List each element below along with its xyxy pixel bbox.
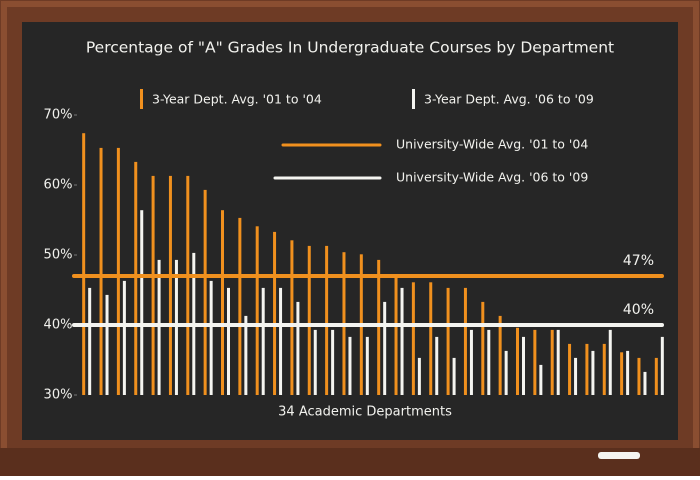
bar <box>203 189 207 395</box>
bar <box>539 364 543 395</box>
bar <box>186 175 190 395</box>
bar <box>487 329 491 395</box>
bar <box>134 161 138 395</box>
bar <box>429 282 433 395</box>
bar <box>585 343 589 395</box>
bar <box>643 371 647 395</box>
bar <box>174 259 178 395</box>
bar <box>82 133 86 395</box>
reference-label: 40% <box>623 302 654 318</box>
chart-title: Percentage of "A" Grades In Undergraduat… <box>86 39 614 57</box>
chalk <box>598 452 640 459</box>
y-tick-label: 30% <box>44 388 73 403</box>
bar <box>279 287 283 395</box>
bar <box>417 357 421 395</box>
bar <box>504 350 508 395</box>
legend-label: University-Wide Avg. '01 to '04 <box>396 137 588 152</box>
y-tick-label: 60% <box>44 178 73 193</box>
bar <box>620 352 624 395</box>
bar <box>463 287 467 395</box>
bar <box>168 175 172 395</box>
bar <box>348 336 352 395</box>
bar <box>481 301 485 395</box>
bar <box>261 287 265 395</box>
bar <box>307 245 311 395</box>
bar <box>151 175 155 395</box>
bar <box>533 329 537 395</box>
bar <box>498 315 502 395</box>
bar <box>209 280 213 395</box>
bar <box>654 357 658 395</box>
bar <box>227 287 230 395</box>
ledge <box>0 448 700 476</box>
bar <box>660 336 664 395</box>
bar <box>608 329 612 395</box>
bar <box>626 350 630 395</box>
x-axis-label: 34 Academic Departments <box>278 405 452 420</box>
bar <box>313 329 317 395</box>
y-tick-label: 40% <box>44 318 73 333</box>
bar <box>221 210 224 395</box>
reference-label: 47% <box>623 253 654 269</box>
bar <box>273 231 277 395</box>
bar <box>140 210 144 395</box>
bar <box>377 259 381 395</box>
bar <box>550 329 554 395</box>
legend-label: 3-Year Dept. Avg. '01 to '04 <box>152 92 322 107</box>
bar <box>244 315 248 395</box>
bar <box>122 280 126 395</box>
legend-label: University-Wide Avg. '06 to '09 <box>396 170 588 185</box>
bar <box>469 329 473 395</box>
bar <box>290 240 294 395</box>
bar <box>99 147 103 395</box>
bar <box>516 327 519 395</box>
y-tick-label: 50% <box>44 248 73 263</box>
bar <box>637 357 641 395</box>
bar <box>331 329 335 395</box>
bar <box>446 287 450 395</box>
bar <box>88 287 92 395</box>
legend-swatch <box>412 89 415 109</box>
bar <box>556 329 560 395</box>
bar <box>394 275 398 395</box>
y-tick-label: 70% <box>44 108 73 123</box>
bar <box>296 301 300 395</box>
bar <box>591 350 595 395</box>
bar <box>435 336 439 395</box>
bar <box>522 336 525 395</box>
bar <box>400 287 404 395</box>
bar <box>255 226 259 395</box>
legend-label: 3-Year Dept. Avg. '06 to '09 <box>424 92 594 107</box>
bar <box>116 147 120 395</box>
bar <box>105 294 109 395</box>
bar <box>452 357 456 395</box>
bar <box>568 343 572 395</box>
bar <box>238 217 242 395</box>
bar <box>157 259 161 395</box>
bar <box>383 301 387 395</box>
bar <box>602 343 606 395</box>
bar <box>574 357 578 395</box>
bar <box>365 336 369 395</box>
bar <box>325 245 329 395</box>
bar <box>411 282 415 395</box>
legend-swatch <box>140 89 143 109</box>
